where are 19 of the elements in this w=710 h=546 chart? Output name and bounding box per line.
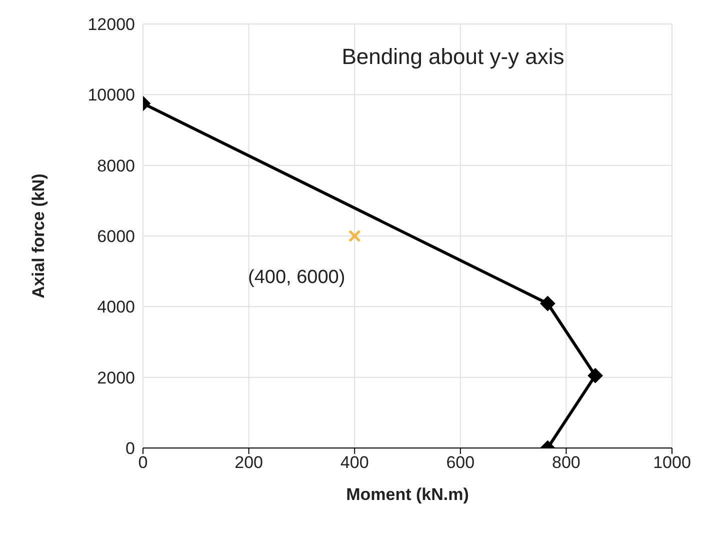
point xyxy=(540,296,556,311)
y-axis-title: Axial force (kN) xyxy=(29,174,48,298)
text: Bending about y-y axis xyxy=(340,44,566,70)
point xyxy=(588,368,603,384)
y-tick-label: 10000 xyxy=(88,86,135,105)
x-tick-label: 400 xyxy=(340,453,369,472)
y-tick-label: 12000 xyxy=(88,15,135,34)
y-tick-label: 2000 xyxy=(97,368,135,388)
x-tick-label: 800 xyxy=(552,453,580,472)
y-tick-label: 4000 xyxy=(97,298,135,317)
x-tick-label: 600 xyxy=(446,453,475,472)
annotation: (400, 6000) xyxy=(248,267,346,288)
x-axis-title: Moment (kN.m) xyxy=(346,485,469,504)
y-tick-label: 6000 xyxy=(97,227,135,246)
x-tick-label: 200 xyxy=(234,453,263,472)
y-tick-label: 0 xyxy=(126,439,135,458)
x-tick-label: 1000 xyxy=(653,453,691,472)
x-tick-label: 0 xyxy=(138,453,148,472)
y-tick-label: 8000 xyxy=(97,156,135,176)
